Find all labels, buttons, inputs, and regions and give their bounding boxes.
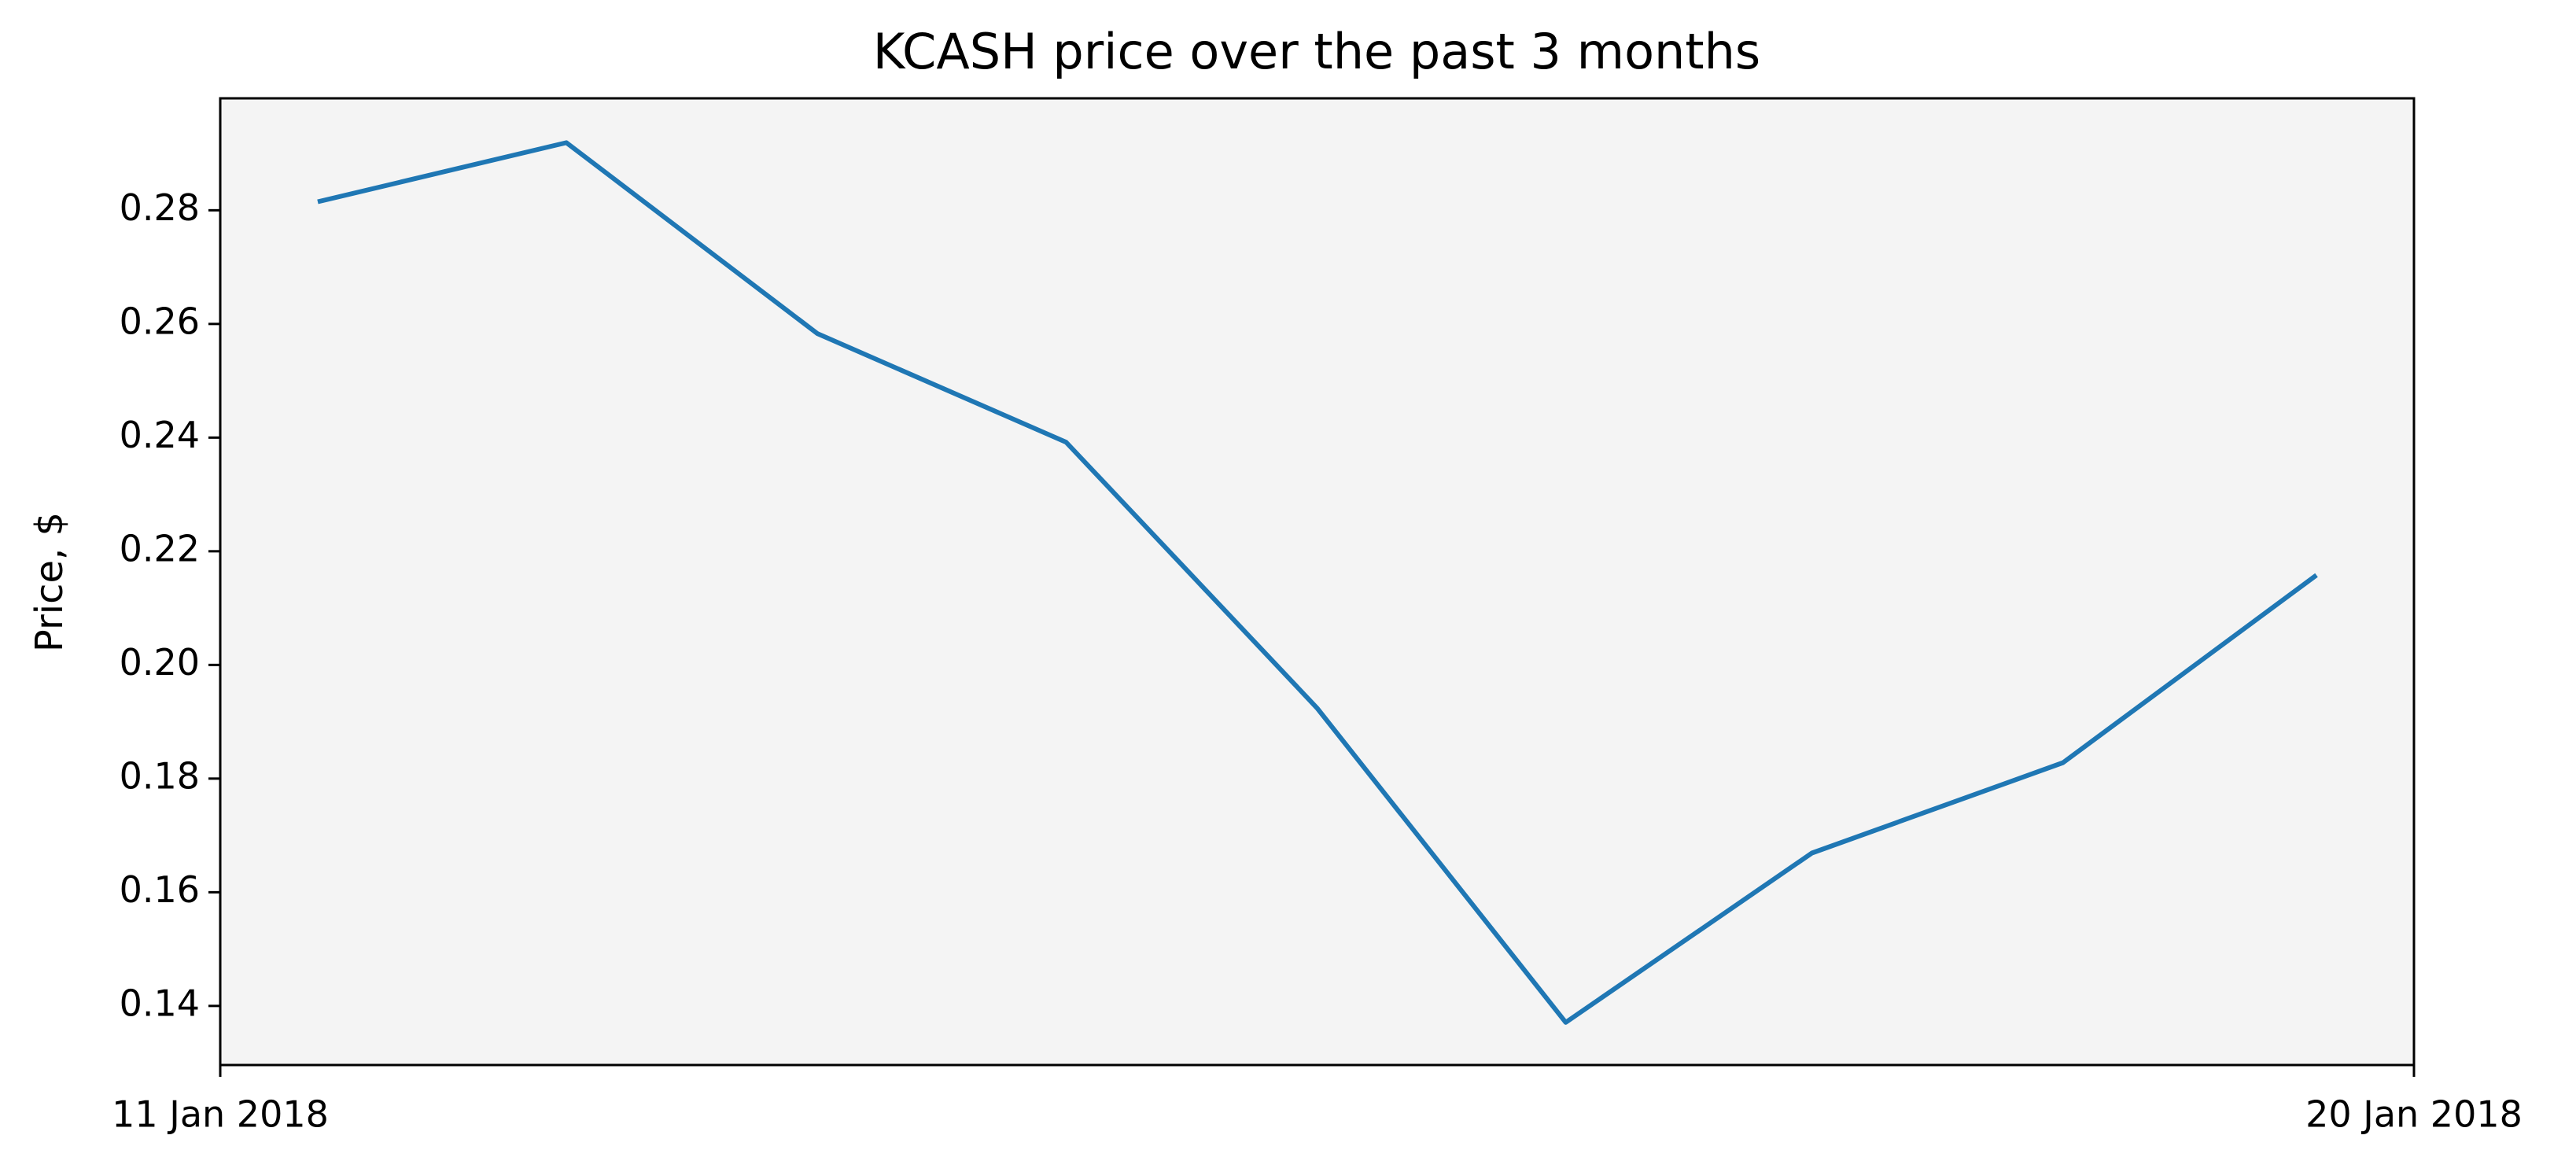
y-tick-label: 0.14 xyxy=(120,982,200,1024)
y-tick-label: 0.22 xyxy=(120,527,200,569)
y-tick-label: 0.26 xyxy=(120,300,200,342)
x-tick-label: 11 Jan 2018 xyxy=(112,1093,329,1136)
price-line xyxy=(317,140,2318,1025)
y-tick-label: 0.24 xyxy=(120,414,200,456)
plot-background xyxy=(220,98,2414,1065)
chart-title: KCASH price over the past 3 months xyxy=(873,23,1760,80)
y-tick-label: 0.28 xyxy=(120,186,200,229)
y-axis-label: Price, $ xyxy=(28,512,72,652)
x-tick-label: 20 Jan 2018 xyxy=(2305,1093,2523,1136)
plot-frame xyxy=(219,97,2416,1067)
y-tick-label: 0.16 xyxy=(120,868,200,911)
y-tick-label: 0.20 xyxy=(120,641,200,684)
y-tick-label: 0.18 xyxy=(120,754,200,797)
